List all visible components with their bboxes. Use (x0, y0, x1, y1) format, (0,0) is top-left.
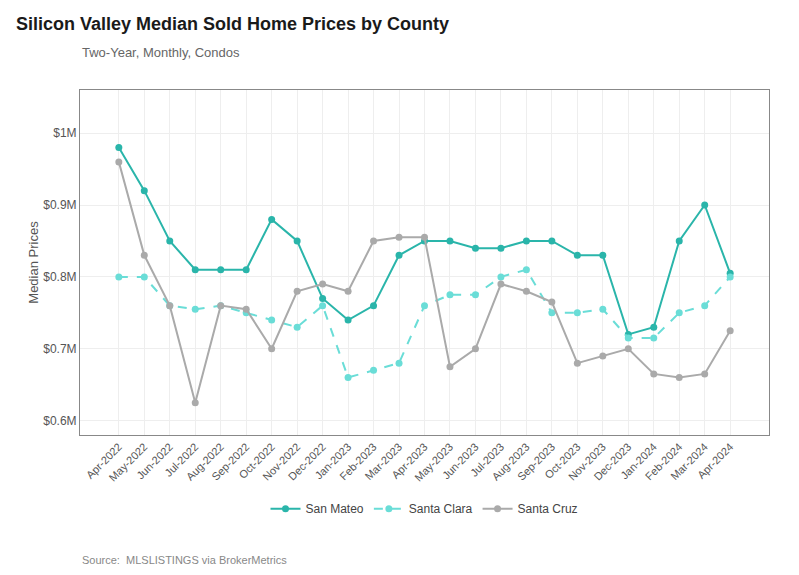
svg-text:Jan-2024: Jan-2024 (618, 441, 659, 482)
svg-text:Nov-2022: Nov-2022 (260, 441, 302, 483)
svg-text:May-2023: May-2023 (412, 441, 455, 484)
svg-text:Two-Year, Monthly, Condos: Two-Year, Monthly, Condos (82, 45, 240, 60)
svg-text:Mar-2024: Mar-2024 (668, 441, 710, 483)
svg-text:$1M: $1M (53, 126, 76, 140)
svg-text:Jun-2022: Jun-2022 (134, 441, 175, 482)
svg-text:San Mateo: San Mateo (306, 502, 364, 516)
svg-text:$0.7M: $0.7M (43, 342, 76, 356)
svg-text:Santa Cruz: Santa Cruz (518, 502, 578, 516)
svg-text:May-2022: May-2022 (107, 441, 150, 484)
svg-text:Santa Clara: Santa Clara (409, 502, 473, 516)
svg-text:Source: MLSLISTINGS via Broke: Source: MLSLISTINGS via BrokerMetrics (82, 554, 287, 566)
svg-text:Silicon Valley Median Sold Hom: Silicon Valley Median Sold Home Prices b… (16, 14, 449, 34)
svg-text:$0.9M: $0.9M (43, 198, 76, 212)
svg-text:Mar-2023: Mar-2023 (363, 441, 405, 483)
svg-text:Feb-2024: Feb-2024 (643, 441, 685, 483)
svg-text:Jul-2023: Jul-2023 (468, 441, 506, 479)
svg-text:Aug-2023: Aug-2023 (489, 441, 531, 483)
svg-text:Oct-2023: Oct-2023 (542, 441, 582, 481)
svg-text:Jan-2023: Jan-2023 (312, 441, 353, 482)
svg-text:Sep-2022: Sep-2022 (209, 441, 251, 483)
svg-text:Feb-2023: Feb-2023 (337, 441, 379, 483)
svg-text:Apr-2023: Apr-2023 (389, 441, 429, 481)
svg-text:Sep-2023: Sep-2023 (515, 441, 557, 483)
svg-text:Aug-2022: Aug-2022 (184, 441, 226, 483)
svg-text:$0.8M: $0.8M (43, 270, 76, 284)
svg-text:Median Prices: Median Prices (26, 221, 41, 304)
svg-text:Nov-2023: Nov-2023 (566, 441, 608, 483)
svg-text:Jun-2023: Jun-2023 (440, 441, 481, 482)
svg-text:$0.6M: $0.6M (43, 414, 76, 428)
svg-text:Dec-2022: Dec-2022 (286, 441, 328, 483)
svg-text:Apr-2022: Apr-2022 (84, 441, 124, 481)
svg-text:Apr-2024: Apr-2024 (695, 441, 735, 481)
svg-text:Dec-2023: Dec-2023 (591, 441, 633, 483)
svg-text:Jul-2022: Jul-2022 (162, 441, 200, 479)
svg-text:Oct-2022: Oct-2022 (236, 441, 276, 481)
